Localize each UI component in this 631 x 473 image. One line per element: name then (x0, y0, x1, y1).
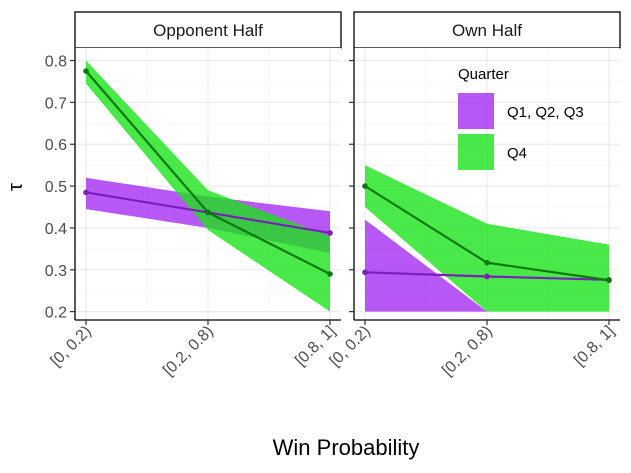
ribbon-q1-q3 (365, 219, 609, 312)
panel-strip (353, 11, 621, 49)
legend-label: Q4 (507, 145, 527, 162)
data-point-q1-q3 (83, 189, 89, 196)
data-point-q4 (205, 209, 211, 216)
ribbon-q4 (365, 165, 609, 312)
y-tick-label: 0.3 (45, 263, 67, 280)
y-tick-label: 0.5 (45, 179, 67, 196)
data-point-q1-q3 (327, 230, 333, 236)
y-tick-label: 0.6 (45, 137, 67, 154)
panel-2: Own Half[0, 0.2) [0.2, 0.8) [0.8, 1] (327, 11, 621, 380)
y-tick-label: 0.8 (45, 54, 67, 71)
legend: Quarter Q1, Q2, Q3 Q4 (458, 66, 584, 170)
x-tick-label: [0, 0.2) (48, 323, 95, 370)
panel-1: Opponent Half[0, 0.2) [0.2, 0.8) [0.8, 1]0… (45, 11, 342, 380)
data-point-q4 (83, 68, 89, 74)
x-axis-title: Win Probability (273, 435, 420, 460)
data-point-q1-q3 (484, 273, 490, 280)
ribbon-q4 (86, 60, 330, 312)
data-point-q1-q3 (362, 269, 368, 276)
legend-key (458, 134, 494, 170)
data-point-q4 (484, 259, 490, 266)
x-tick-label: [0.8, 1] (571, 323, 618, 370)
legend-key (458, 93, 494, 129)
x-tick-label: [0.2, 0.8) (439, 323, 496, 380)
x-tick-label: [0.2, 0.8) (160, 323, 217, 380)
panel-title: Opponent Half (153, 21, 263, 40)
legend-label: Q1, Q2, Q3 (507, 104, 584, 121)
data-point-q4 (362, 183, 368, 189)
legend-title: Quarter (458, 66, 509, 83)
y-axis-title: τ (5, 183, 27, 191)
panel-title: Own Half (452, 21, 522, 40)
y-tick-label: 0.2 (45, 305, 67, 322)
y-tick-label: 0.4 (45, 221, 67, 238)
data-point-q4 (327, 271, 333, 277)
panel-strip (74, 11, 342, 49)
y-tick-label: 0.7 (45, 95, 67, 112)
panels-layer: Opponent Half [0, 0.2) [0.2, 0.8) [0.8, 1] 0… (45, 11, 621, 380)
data-point-q4 (606, 277, 612, 284)
